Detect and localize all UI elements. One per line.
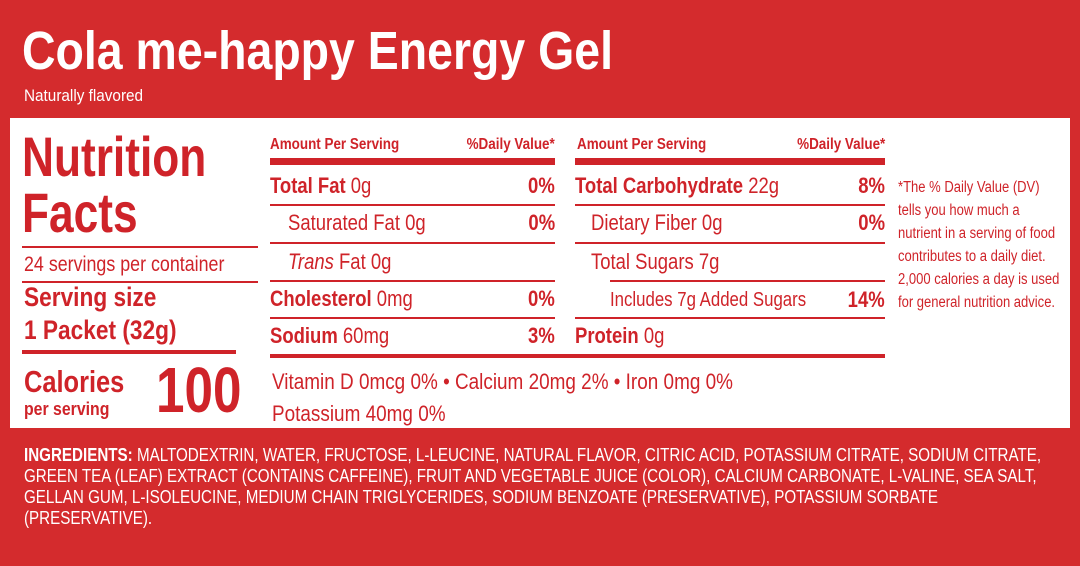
dv: 0% [528,210,556,235]
ingredients: INGREDIENTS: MALTODEXTRIN, WATER, FRUCTO… [24,444,1049,528]
table-header: Amount Per Serving %Daily Value* [270,136,555,154]
vitamin-name: Iron [625,369,659,394]
dv: 14% [847,287,885,312]
vitamins-line: Vitamin D 0mcg 0% • Calcium 20mg 2% • Ir… [272,369,733,394]
vitamin-dv: 0% [418,401,446,426]
amount: 22g [748,173,780,198]
nutrient-row: Includes 7g Added Sugars 14% [610,287,885,313]
vitamin-amount: 0mcg [358,369,406,394]
header-amount: Amount Per Serving [577,136,707,153]
rule [270,158,555,165]
vitamin-name: Calcium [454,369,524,394]
rule [270,317,555,319]
ingredients-label: INGREDIENTS: [24,444,133,465]
nutrient-row: Total Fat 0g 0% [270,173,555,199]
serving-size: 1 Packet (32g) [24,315,177,345]
rule [270,354,885,358]
label: Protein [575,323,639,348]
label: Dietary Fiber [591,210,697,235]
nutrient-row: Sodium 60mg 3% [270,323,555,349]
amount: 0g [643,323,665,348]
vitamins-line: Potassium 40mg 0% [272,401,446,427]
facts-heading: Nutrition [22,125,207,188]
amount: 0mg [376,286,413,311]
rule [575,204,885,206]
vitamin-dv: 2% [581,369,609,394]
header-dv: %Daily Value* [797,136,886,153]
facts-heading: Facts [22,181,138,244]
nutrient-row: Protein 0g [575,323,885,349]
label: Total Fat [270,173,346,198]
label: Fat [339,249,366,274]
calories-label: Calories [24,364,125,399]
header-amount: Amount Per Serving [270,136,400,153]
servings: 24 servings per container [24,253,225,276]
dv: 8% [858,173,885,198]
nutrient-row: Total Carbohydrate 22g 8% [575,173,885,199]
footnote: *The % Daily Value (DV) tells you how mu… [898,179,1060,311]
nutrient-row: Cholesterol 0mg 0% [270,286,555,312]
title: Cola me-happy Energy Gel [22,21,613,81]
vitamin-amount: 20mg [528,369,576,394]
rule [610,280,885,282]
subtitle: Naturally flavored [24,86,144,105]
rule [270,242,555,244]
amount: 0g [350,173,372,198]
header-dv: %Daily Value* [466,136,555,153]
amount: 60mg [342,323,390,348]
dv: 0% [858,210,885,235]
rule [22,281,258,283]
table-header: Amount Per Serving %Daily Value* [577,136,885,154]
dv: 0% [528,173,555,198]
vitamin-dv: 0% [705,369,733,394]
calories-sub: per serving [24,399,110,419]
nutrient-row: Saturated Fat 0g 0% [288,210,555,236]
rule [575,158,885,165]
dv: 3% [528,323,555,348]
panel [10,118,1070,428]
rule [270,204,555,206]
label: Cholesterol [270,286,372,311]
calories: 100 [156,354,242,426]
nutrient-row: Dietary Fiber 0g 0% [591,210,885,236]
rule [22,246,258,248]
vitamin-amount: 0mg [663,369,701,394]
label-italic: Trans [288,249,334,274]
vitamin-dv: 0% [410,369,438,394]
amount: 0g [370,249,392,274]
nutrient-row: Trans Fat 0g [288,249,555,275]
label: Total Sugars [591,249,694,274]
amount: 0g [405,210,426,235]
dv: 0% [528,286,555,311]
label: Total Carbohydrate [575,173,744,198]
label: Saturated Fat [288,210,400,235]
serving-size-label: Serving size [24,282,157,312]
amount: 0g [701,210,723,235]
label: Includes 7g Added Sugars [610,289,807,311]
vitamin-name: Potassium [272,401,361,426]
rule [575,242,885,244]
label: Sodium [270,323,338,348]
vitamin-amount: 40mg [365,401,413,426]
nutrient-row: Total Sugars 7g [591,249,885,275]
rule [575,317,885,319]
rule [22,350,236,354]
ingredients-text: MALTODEXTRIN, WATER, FRUCTOSE, L-LEUCINE… [24,444,1042,528]
rule [270,280,555,282]
amount: 7g [698,249,720,274]
vitamin-name: Vitamin D [272,369,354,394]
